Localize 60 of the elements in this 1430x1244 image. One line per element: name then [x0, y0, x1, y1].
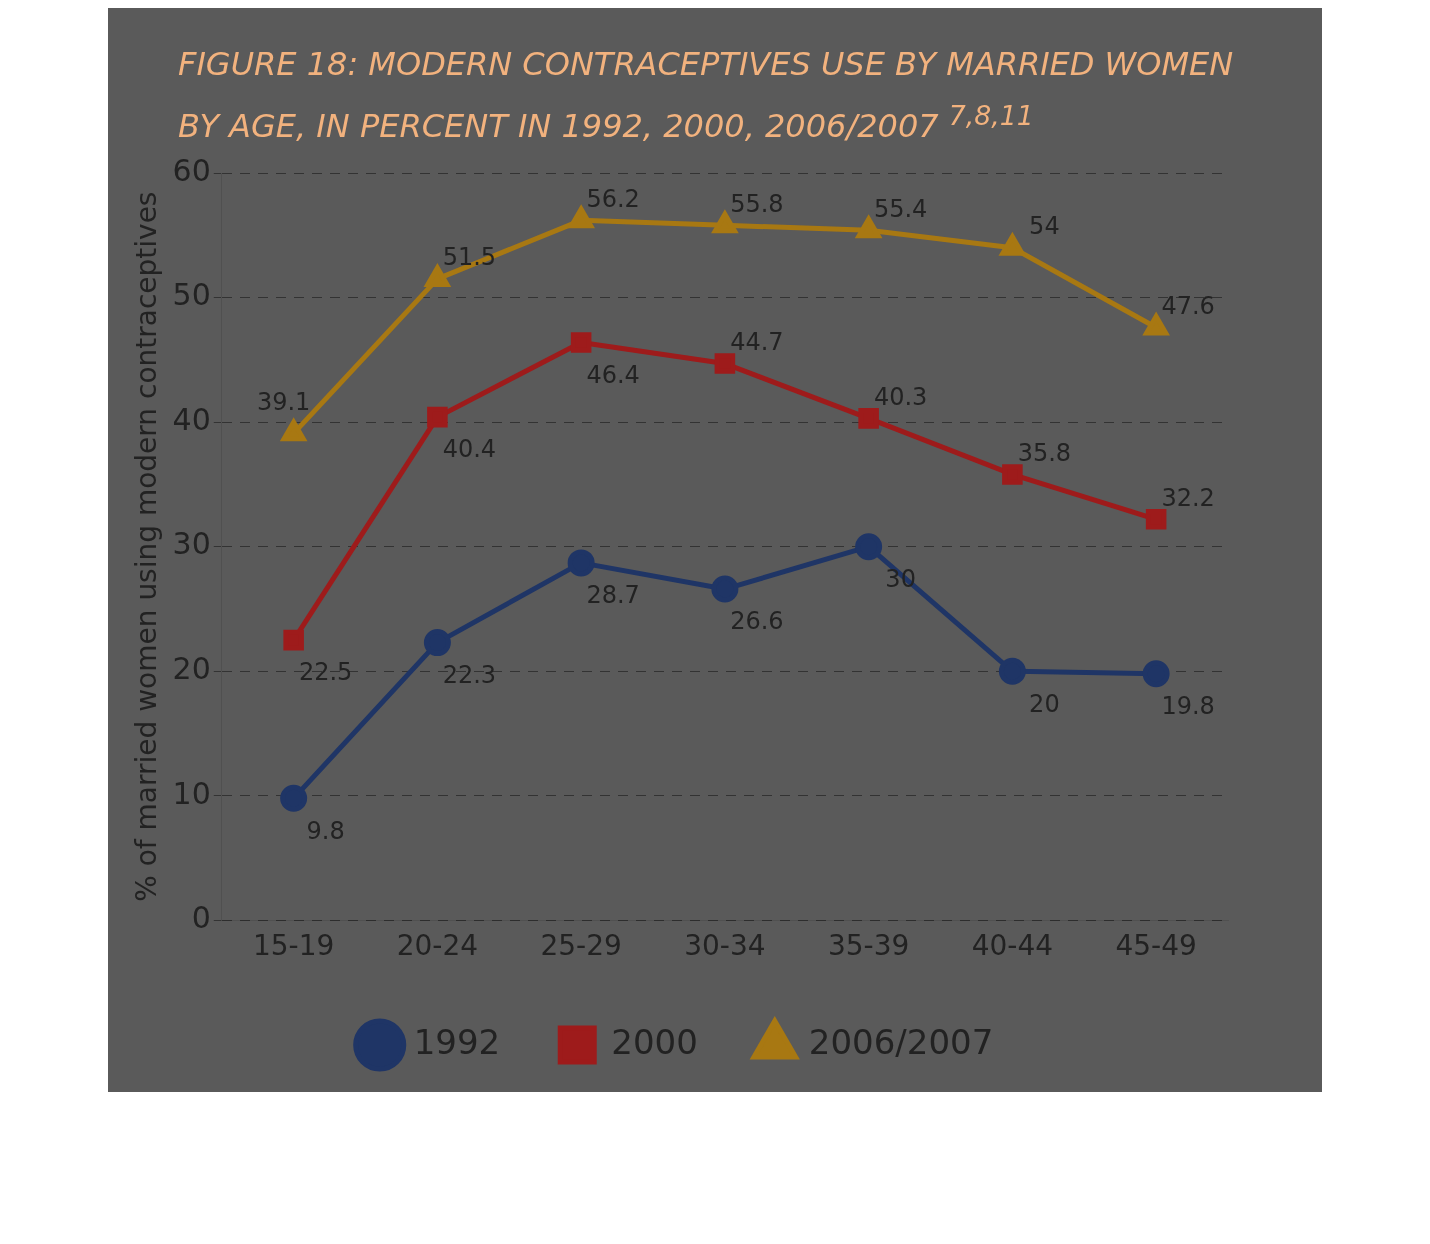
data-label: 30	[885, 564, 916, 593]
point	[280, 784, 308, 812]
y-tick-label: 60	[172, 152, 211, 188]
point	[712, 211, 737, 233]
point	[570, 331, 592, 353]
point	[858, 407, 879, 429]
data-label: 46.4	[586, 360, 640, 389]
x-tick-label: 20-24	[396, 929, 479, 963]
data-label: 35.8	[1017, 438, 1072, 467]
data-label: 56.2	[586, 184, 640, 213]
data-label: 26.6	[730, 606, 784, 635]
point	[281, 419, 306, 441]
y-tick-label: 30	[172, 526, 211, 562]
data-label: 40.4	[442, 435, 497, 464]
y-tick-label: 50	[172, 277, 211, 313]
data-label: 22.5	[298, 658, 353, 687]
data-label: 22.3	[442, 660, 497, 689]
data-label: 19.8	[1161, 691, 1215, 720]
data-label: 55.4	[873, 194, 928, 223]
data-label: 39.1	[256, 387, 311, 416]
point	[856, 216, 881, 238]
data-label: 47.6	[1161, 291, 1215, 320]
y-tick-label: 10	[172, 775, 211, 811]
data-label: 40.3	[873, 382, 928, 411]
x-tick-label: 35-39	[827, 929, 910, 963]
point	[567, 549, 595, 577]
x-tick-label: 30-34	[684, 929, 766, 963]
data-label: 20	[1029, 689, 1060, 718]
data-label: 28.7	[586, 580, 640, 609]
point	[711, 575, 739, 603]
data-label: 9.8	[306, 816, 345, 845]
data-label: 55.8	[730, 189, 784, 218]
data-label: 44.7	[730, 327, 784, 356]
point	[423, 628, 451, 656]
legend-label: 1992	[413, 1021, 501, 1062]
point	[569, 206, 594, 228]
x-tick-label: 25-29	[540, 929, 622, 963]
point	[425, 265, 450, 287]
y-tick-label: 0	[191, 899, 211, 935]
point	[855, 532, 883, 560]
y-tick-label: 20	[172, 650, 211, 686]
x-tick-label: 15-19	[252, 929, 335, 963]
x-tick-label: 45-49	[1115, 929, 1197, 963]
legend-label: 2006/2007	[808, 1021, 994, 1062]
point	[1000, 233, 1025, 256]
point	[1142, 659, 1170, 687]
point	[714, 352, 736, 374]
data-label: 54	[1029, 211, 1060, 240]
point	[283, 629, 304, 651]
chart-title: FIGURE 18: MODERN CONTRACEPTIVES USE BY MARRIED WOMEN BY AGE, IN PERCENT IN 1992, 2000, 2006/2007 $^{7,8,11}$	[177, 44, 1235, 147]
point	[1145, 508, 1167, 530]
point	[998, 657, 1026, 685]
point	[427, 406, 448, 428]
x-tick-label: 40-44	[971, 929, 1054, 963]
point	[1002, 463, 1023, 485]
data-label: 32.2	[1161, 483, 1215, 512]
y-tick-label: 40	[172, 401, 211, 437]
legend-label: 2000	[611, 1021, 698, 1062]
data-label: 51.5	[442, 242, 497, 271]
y-axis-title: % of married women using modern contraceptives	[130, 191, 164, 902]
